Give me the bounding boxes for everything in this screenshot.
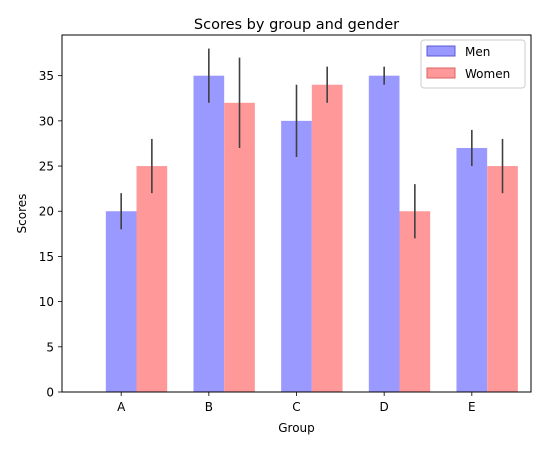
chart-title: Scores by group and gender (194, 17, 399, 33)
legend-swatch-women (426, 67, 456, 79)
bars-layer (105, 75, 518, 393)
error-bars-layer (120, 48, 504, 239)
y-tick-label: 5 (46, 340, 54, 354)
x-tick-label: B (205, 400, 213, 414)
y-tick-label: 15 (39, 250, 54, 264)
x-axis-ticks: A B C D E (117, 392, 476, 414)
y-tick-label: 20 (39, 205, 54, 219)
bar-men-d (368, 75, 400, 392)
y-tick-label: 0 (46, 386, 54, 400)
bar-women-b (224, 102, 255, 392)
bar-men-e (456, 147, 488, 392)
bar-women-c (311, 84, 343, 392)
x-tick-label: D (380, 400, 389, 414)
x-axis-title: Group (278, 421, 315, 435)
y-tick-label: 10 (39, 295, 54, 309)
bar-women-a (136, 166, 168, 392)
bar-women-d (399, 211, 431, 392)
bar-men-c (281, 120, 312, 393)
y-tick-label: 35 (39, 69, 54, 83)
bar-men-a (105, 211, 137, 392)
x-tick-label: E (468, 400, 476, 414)
y-axis-ticks: 0 5 10 15 20 25 30 35 (39, 69, 62, 400)
x-tick-label: A (117, 400, 126, 414)
y-tick-label: 30 (39, 114, 54, 128)
bar-women-e (487, 166, 518, 392)
bar-men-b (193, 75, 225, 392)
legend-swatch-men (426, 45, 456, 57)
legend-label-women: Women (465, 67, 510, 81)
y-axis-title: Scores (15, 194, 29, 234)
x-tick-label: C (292, 400, 300, 414)
y-tick-label: 25 (39, 160, 54, 174)
legend-label-men: Men (465, 45, 490, 59)
legend: Men Women (420, 39, 526, 89)
